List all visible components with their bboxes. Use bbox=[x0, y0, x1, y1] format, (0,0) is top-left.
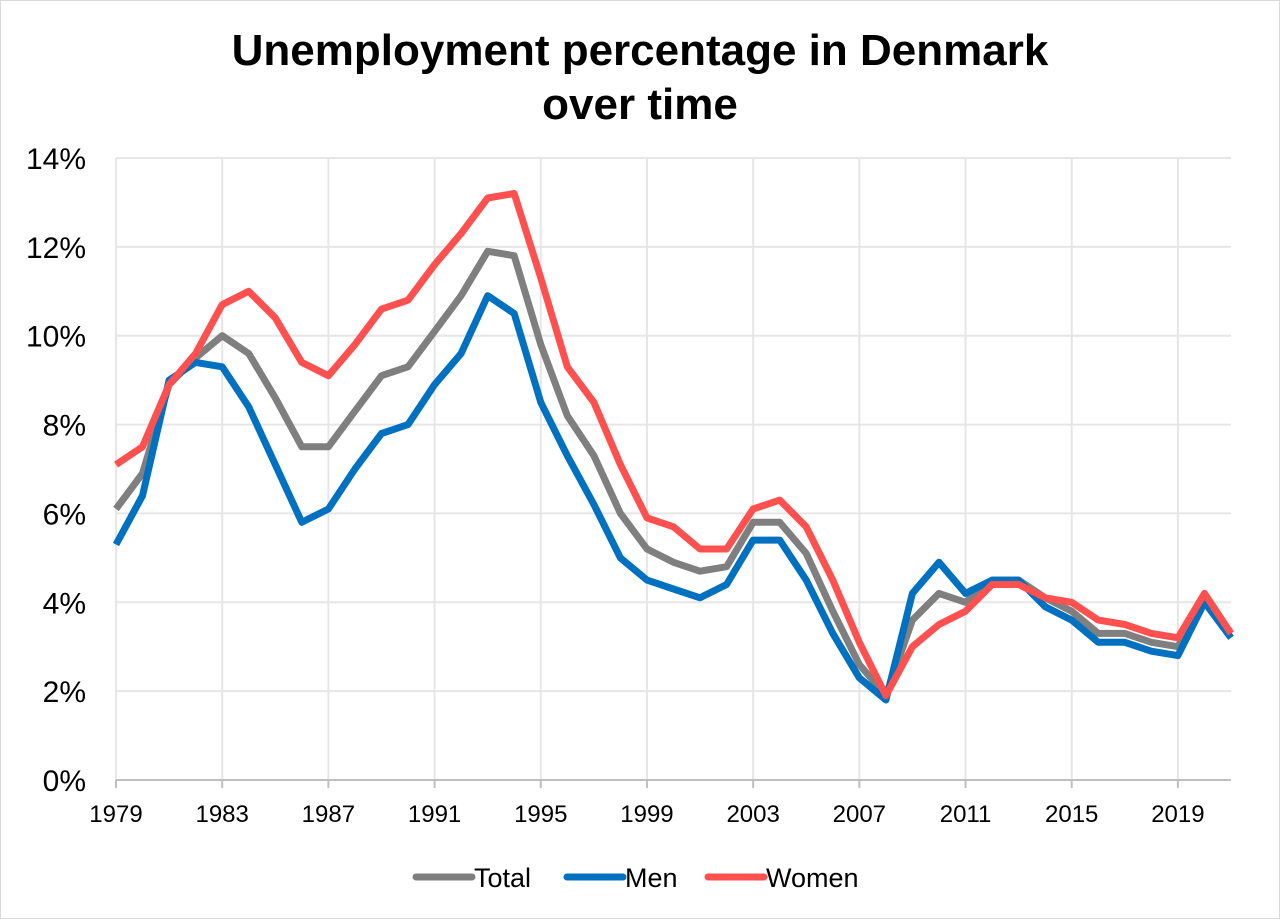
x-tick-label: 1995 bbox=[514, 801, 567, 828]
legend: Total Men Women bbox=[412, 863, 859, 893]
y-tick-label: 14% bbox=[26, 143, 86, 176]
y-tick-label: 4% bbox=[43, 587, 86, 620]
y-tick-label: 12% bbox=[26, 232, 86, 265]
y-tick-label: 2% bbox=[43, 676, 86, 709]
x-tick-label: 2011 bbox=[940, 801, 992, 828]
x-tick-label: 2015 bbox=[1045, 801, 1098, 828]
x-tick-label: 2019 bbox=[1151, 801, 1204, 828]
x-tick-label: 1987 bbox=[302, 801, 355, 828]
x-axis-ticks: 1979 1983 1987 1991 1995 1999 2003 2007 2011 2015… bbox=[89, 780, 1205, 828]
series-line-total bbox=[113, 247, 1234, 700]
chart-title-line-2: over time bbox=[542, 80, 738, 129]
x-tick-label: 1991 bbox=[408, 801, 461, 828]
series-line-women bbox=[114, 190, 1234, 700]
x-tick-label: 1999 bbox=[620, 801, 673, 828]
y-tick-label: 0% bbox=[43, 765, 86, 798]
chart-title-line-1: Unemployment percentage in Denmark bbox=[231, 26, 1049, 75]
y-tick-label: 8% bbox=[43, 410, 86, 443]
series-lines bbox=[112, 190, 1234, 704]
legend-label-men: Men bbox=[625, 863, 678, 893]
legend-label-total: Total bbox=[474, 863, 531, 893]
x-tick-label: 1979 bbox=[89, 801, 142, 828]
x-tick-label: 1983 bbox=[195, 801, 248, 828]
x-tick-label: 2007 bbox=[833, 801, 886, 828]
y-tick-label: 10% bbox=[26, 321, 86, 354]
grid-lines bbox=[115, 157, 1231, 780]
chart-title: Unemployment percentage in Denmark over … bbox=[0, 24, 1280, 132]
y-tick-label: 6% bbox=[43, 498, 86, 531]
series-line-men bbox=[112, 292, 1234, 704]
legend-label-women: Women bbox=[766, 863, 859, 893]
y-axis-ticks: 0% 2% 4% 6% 8% 10% 12% 14% bbox=[26, 143, 86, 798]
x-tick-label: 2003 bbox=[726, 801, 779, 828]
